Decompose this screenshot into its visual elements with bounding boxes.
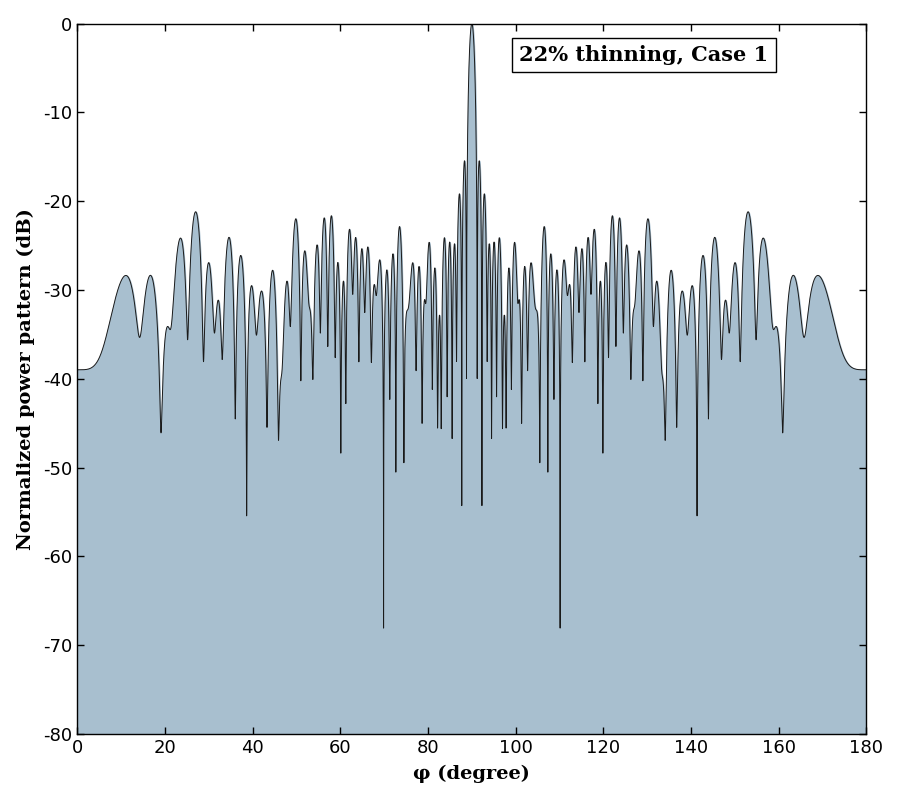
Text: 22% thinning, Case 1: 22% thinning, Case 1 <box>519 45 769 65</box>
Y-axis label: Normalized power pattern (dB): Normalized power pattern (dB) <box>17 208 35 550</box>
X-axis label: φ (degree): φ (degree) <box>413 765 530 783</box>
